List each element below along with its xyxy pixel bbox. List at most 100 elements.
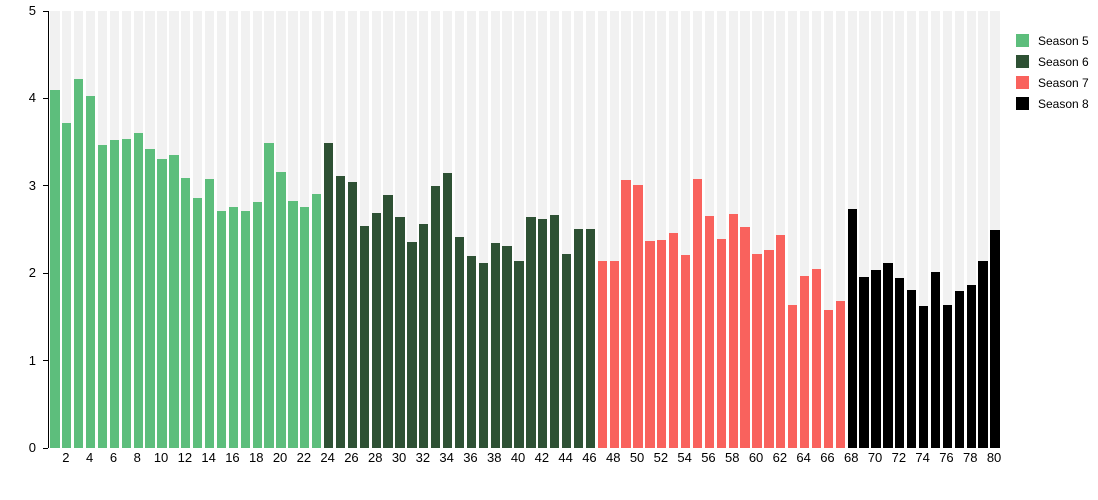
- legend: Season 5 Season 6 Season 7 Season 8: [1016, 30, 1089, 114]
- episode-slot: [442, 11, 454, 448]
- episode-slot: [787, 11, 799, 448]
- bar-episode-11: [169, 155, 179, 448]
- bar-episode-56: [704, 215, 715, 448]
- y-tick-label: 0: [28, 440, 36, 455]
- bar-episode-64: [799, 275, 810, 448]
- background-stripe: [490, 11, 500, 448]
- x-tick-label-18: 18: [249, 450, 264, 465]
- bar-episode-29: [383, 194, 393, 448]
- bar-episode-57: [716, 239, 726, 448]
- episode-slot: [596, 11, 608, 448]
- bar-episode-38: [490, 242, 500, 448]
- bar-episode-19: [264, 142, 274, 448]
- episode-slot: [811, 11, 823, 448]
- bar-episode-32: [419, 224, 429, 448]
- episode-slot: [549, 11, 561, 448]
- episode-slot: [132, 11, 144, 448]
- episode-slot: [382, 11, 394, 448]
- x-tick-label-38: 38: [487, 450, 502, 465]
- bar-episode-30: [395, 217, 405, 448]
- episode-slot: [608, 11, 620, 448]
- background-stripe: [716, 11, 726, 448]
- bar-episode-52: [657, 240, 667, 448]
- episode-slot: [228, 11, 240, 448]
- episode-slot: [561, 11, 573, 448]
- background-stripe: [907, 11, 917, 448]
- background-stripe: [859, 11, 869, 448]
- background-stripe: [835, 11, 845, 448]
- episode-slot: [299, 11, 311, 448]
- bar-episode-59: [740, 226, 750, 448]
- bar-episode-71: [883, 262, 893, 448]
- episode-slot: [620, 11, 632, 448]
- episode-slot: [406, 11, 418, 448]
- background-stripe: [811, 11, 822, 448]
- bar-episode-7: [121, 138, 131, 448]
- x-tick-label-58: 58: [725, 450, 740, 465]
- episode-slot: [775, 11, 787, 448]
- x-tick-label-80: 80: [986, 450, 1002, 465]
- bar-episode-3: [74, 79, 84, 448]
- bar-episode-17: [240, 211, 250, 448]
- background-stripe: [680, 11, 691, 448]
- y-tick-label: 4: [28, 90, 36, 106]
- x-tick-label-20: 20: [272, 450, 288, 465]
- background-stripe: [669, 11, 679, 448]
- bar-episode-9: [145, 149, 155, 448]
- episode-slot: [870, 11, 882, 448]
- x-tick-label-14: 14: [201, 450, 216, 465]
- bar-episode-20: [276, 171, 286, 448]
- episode-slot: [585, 11, 597, 448]
- bar-episode-49: [621, 179, 631, 448]
- bar-episode-61: [764, 250, 774, 448]
- episode-slot: [370, 11, 382, 448]
- background-stripe: [645, 11, 655, 448]
- episode-slot: [799, 11, 811, 448]
- bar-episode-80: [990, 229, 1000, 448]
- background-stripe: [764, 11, 774, 448]
- bar-episode-79: [978, 260, 988, 448]
- episode-slot: [513, 11, 525, 448]
- x-tick-label-22: 22: [296, 450, 312, 465]
- y-tick-label: 1: [28, 352, 36, 368]
- background-stripe: [752, 11, 762, 448]
- x-tick-label-70: 70: [867, 450, 883, 465]
- episode-slot: [953, 11, 965, 448]
- bar-episode-48: [609, 260, 619, 448]
- bar-episode-15: [216, 211, 227, 448]
- legend-label: Season 6: [1038, 54, 1089, 69]
- episode-slot: [156, 11, 168, 448]
- bar-episode-78: [966, 285, 976, 448]
- episode-slot: [144, 11, 156, 448]
- bar-episode-39: [502, 246, 512, 448]
- episode-slot: [537, 11, 549, 448]
- x-tick-label-50: 50: [629, 450, 645, 465]
- bar-episode-50: [633, 184, 643, 448]
- episode-slot: [918, 11, 930, 448]
- episode-slot: [894, 11, 906, 448]
- bar-episode-26: [347, 182, 358, 448]
- bar-episode-28: [371, 212, 381, 448]
- episode-slot: [930, 11, 942, 448]
- legend-item: Season 5: [1016, 30, 1089, 51]
- bar-episode-73: [907, 289, 917, 448]
- episode-slot: [834, 11, 846, 448]
- bar-episode-53: [669, 233, 679, 448]
- bar-episode-63: [788, 304, 798, 448]
- bar-episode-16: [228, 206, 239, 448]
- x-tick-label-56: 56: [701, 450, 716, 465]
- x-tick-label-52: 52: [653, 450, 669, 465]
- x-tick-label-48: 48: [606, 450, 621, 465]
- legend-label: Season 8: [1038, 96, 1089, 111]
- episode-slot: [727, 11, 739, 448]
- x-tick-label-60: 60: [748, 450, 764, 465]
- bar-episode-60: [752, 253, 762, 448]
- episode-slot: [239, 11, 251, 448]
- legend-swatch-icon: [1016, 34, 1029, 47]
- x-tick-label-44: 44: [558, 450, 573, 465]
- episode-slot: [823, 11, 835, 448]
- episode-slot: [311, 11, 323, 448]
- background-stripe: [918, 11, 929, 448]
- bar-episode-10: [157, 158, 167, 448]
